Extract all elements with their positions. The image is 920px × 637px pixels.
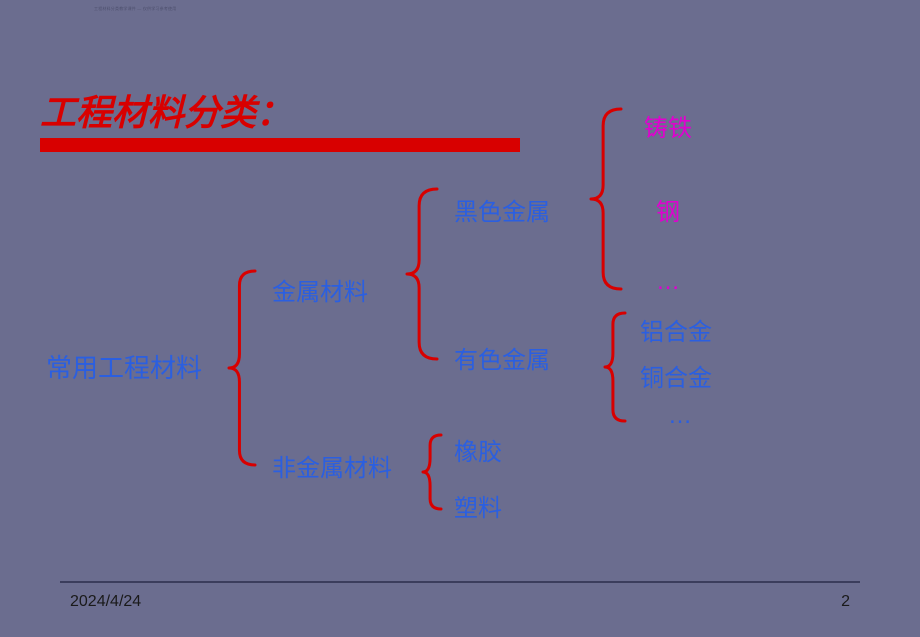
node-plastic: 塑料 (454, 488, 502, 523)
brace (420, 432, 444, 512)
watermark: 工程材料分类教学课件 — 仅供学习参考使用 (94, 6, 176, 12)
footer-divider (60, 581, 860, 583)
node-rubber: 橡胶 (454, 432, 502, 467)
brace (404, 186, 440, 362)
title-underline (40, 138, 520, 152)
node-cu: 铜合金 (640, 358, 712, 393)
slide: 工程材料分类教学课件 — 仅供学习参考使用 工程材料分类： 常用工程材料 金属材料… (0, 0, 920, 637)
node-steel: 钢 (656, 192, 680, 227)
brace (588, 106, 624, 292)
node-metal: 金属材料 (272, 272, 368, 307)
node-nonmetal: 非金属材料 (272, 448, 392, 483)
node-castiron: 铸铁 (644, 108, 692, 143)
node-ferrous: 黑色金属 (454, 192, 550, 227)
brace (226, 268, 258, 468)
node-nonferrous: 有色金属 (454, 340, 550, 375)
brace (602, 310, 628, 424)
node-fedots: … (656, 268, 680, 296)
footer-date: 2024/4/24 (70, 593, 141, 611)
footer-page: 2 (841, 593, 850, 611)
node-root: 常用工程材料 (46, 348, 202, 385)
slide-title: 工程材料分类： (40, 84, 292, 136)
node-al: 铝合金 (640, 312, 712, 347)
node-nfdots: … (668, 402, 692, 430)
